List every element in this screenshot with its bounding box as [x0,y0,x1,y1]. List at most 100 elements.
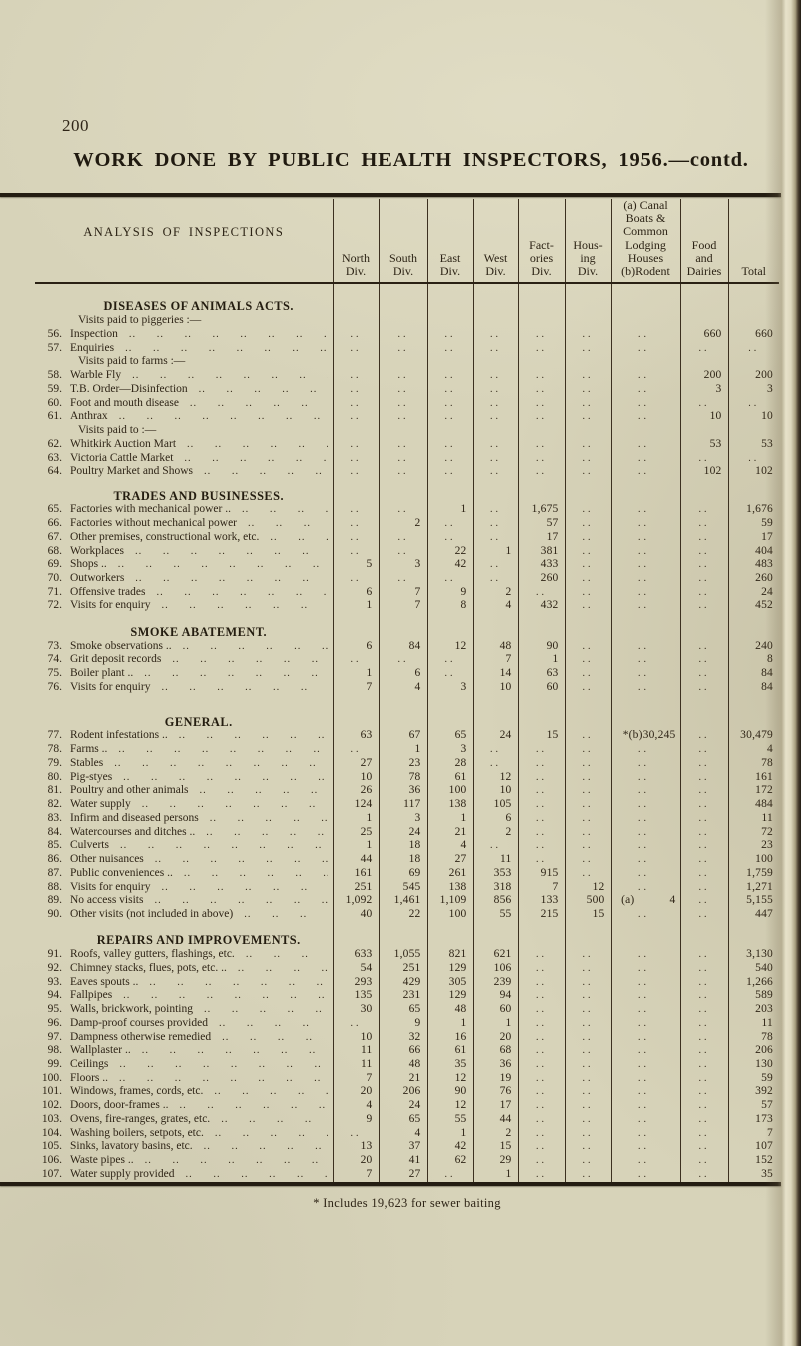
value-cell: 1 [333,599,380,613]
value-cell: 589 [755,989,773,1002]
value-cell: .. [611,811,681,826]
value-cell [333,355,380,369]
row-number: 61. [47,410,62,423]
value-cell: .. [473,368,519,383]
value-cell [728,613,779,626]
value-cell: 1 [473,544,519,558]
value-cell: 633 [333,947,380,962]
value-cell: 48 [379,1057,428,1072]
value-cell: .. [518,451,566,465]
value-cell: .. [565,1071,612,1086]
row-label: Visits paid to farms :— [78,355,186,368]
value-cell [473,921,519,935]
section-gap [35,283,779,301]
footnote: * Includes 19,623 for sewer baiting [313,1196,501,1210]
value-cell: 24 [379,825,428,839]
value-cell: .. [680,1126,729,1141]
value-cell: .. [680,544,729,558]
value-cell: 10 [473,784,519,798]
value-cell: .. [680,1153,729,1168]
row-number: 76. [47,680,62,693]
value-cell: .. [565,961,612,976]
value-cell: 9 [427,585,474,600]
value-cell: 57 [518,516,566,531]
value-cell: .. [680,1057,729,1072]
value-cell: 251 [379,961,428,976]
value-cell: .. [379,530,428,545]
value-cell: 392 [755,1085,773,1098]
value-cell [680,478,729,490]
row-number: 90. [47,907,62,920]
value-cell: .. [611,585,681,600]
value-cell: .. [473,341,519,356]
value-cell: 72 [761,825,773,838]
column-header: South Div. [379,199,428,285]
value-cell: 6 [333,585,380,600]
value-cell [379,934,428,948]
value-cell: .. [565,1016,612,1031]
value-cell: 260 [755,572,773,584]
leader-dots [123,771,327,784]
value-cell: .. [611,825,681,839]
value-cell: .. [518,1085,566,1099]
value-cell [427,921,474,935]
value-cell: 100 [427,907,474,922]
value-cell: 3 [427,680,474,695]
value-cell: 22 [427,544,474,558]
row-number: 65. [47,503,62,516]
leader-dots [214,1085,327,1098]
value-cell [427,715,474,730]
value-cell [680,934,729,948]
section-title: TRADES AND BUSINESSES. [113,488,285,503]
value-cell [728,283,779,300]
value-cell: .. [473,437,519,452]
value-cell [518,934,566,948]
value-cell: .. [333,742,380,757]
value-cell [611,313,681,328]
leader-dots [244,908,327,921]
value-cell: 239 [473,975,519,989]
section-row: TRADES AND BUSINESSES. [35,489,779,503]
leader-dots [155,853,328,866]
value-cell: .. [611,742,681,757]
value-cell: .. [611,530,681,545]
value-cell: 3 [379,557,428,572]
value-cell: 7 [333,1071,380,1086]
value-cell: .. [680,1112,729,1127]
value-cell: 10 [680,410,729,424]
value-cell: .. [680,666,729,681]
value-cell: 27 [427,852,474,867]
value-cell: .. [565,1098,612,1113]
value-cell: 6 [333,639,380,653]
value-cell: 3,130 [746,948,773,961]
value-cell: .. [611,1153,681,1168]
value-cell: 215 [518,907,566,922]
value-cell: .. [518,464,566,479]
leader-dots [184,867,328,880]
value-cell [611,423,681,438]
row-number: 94. [47,989,62,1002]
top-rule [0,193,781,197]
row-number: 67. [47,530,62,543]
value-cell: .. [379,464,428,479]
value-cell: .. [333,653,380,667]
value-cell: 65 [379,1112,428,1127]
leader-dots [161,599,327,612]
value-cell: .. [680,784,729,798]
row-label: Other premises, constructional work, etc… [70,530,260,543]
value-cell: 25 [333,825,380,839]
value-cell: .. [473,571,519,586]
value-cell: .. [427,571,474,586]
section-row: DISEASES OF ANIMALS ACTS. [35,300,779,314]
value-cell: .. [565,811,612,826]
value-cell [518,313,566,328]
value-cell [333,694,380,716]
value-cell: 23 [379,756,428,771]
